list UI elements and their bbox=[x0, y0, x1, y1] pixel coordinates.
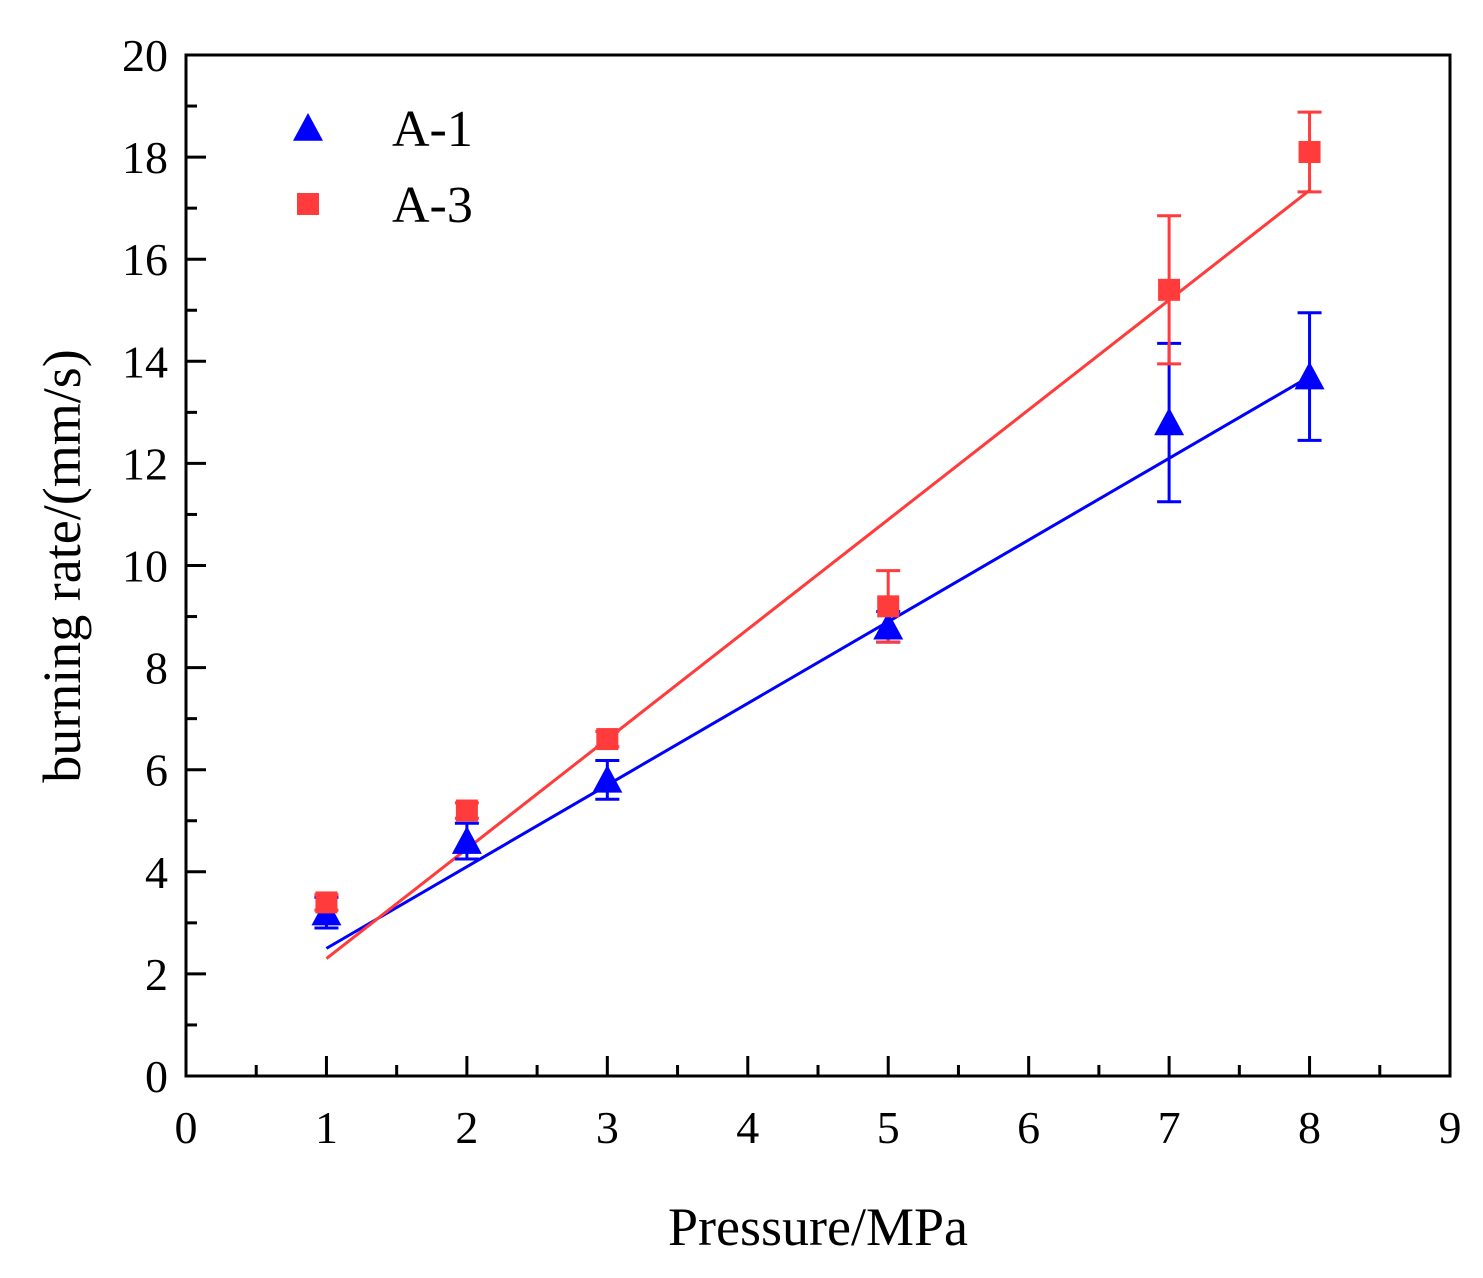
x-tick-label: 1 bbox=[315, 1102, 338, 1153]
legend-marker-A-1 bbox=[293, 113, 323, 141]
A-3-fit-line bbox=[325, 189, 1311, 960]
x-tick-label: 8 bbox=[1298, 1102, 1321, 1153]
A-3-data-point bbox=[596, 728, 619, 751]
A-1-data-point bbox=[1154, 407, 1185, 436]
x-tick-label: 6 bbox=[1017, 1102, 1040, 1153]
x-tick-label: 0 bbox=[175, 1102, 198, 1153]
y-tick-label: 20 bbox=[122, 30, 168, 81]
y-tick-label: 2 bbox=[145, 949, 168, 1000]
y-tick-label: 12 bbox=[122, 438, 168, 489]
A-3-data-point bbox=[1298, 140, 1321, 163]
y-tick-label: 8 bbox=[145, 643, 168, 694]
y-tick-label: 6 bbox=[145, 745, 168, 796]
y-tick-label: 10 bbox=[122, 541, 168, 592]
legend: A-1A-3 bbox=[293, 101, 473, 234]
y-tick-label: 14 bbox=[122, 336, 168, 387]
y-tick-label: 16 bbox=[122, 234, 168, 285]
x-tick-label: 2 bbox=[455, 1102, 478, 1153]
legend-marker-A-3 bbox=[297, 193, 319, 215]
legend-label-A-1: A-1 bbox=[392, 101, 473, 158]
y-axis-title: burning rate/(mm/s) bbox=[32, 349, 92, 782]
x-tick-label: 7 bbox=[1158, 1102, 1181, 1153]
A-1-data-point bbox=[451, 826, 482, 854]
A-1-data-point bbox=[592, 764, 623, 793]
y-tick-label: 18 bbox=[122, 132, 168, 183]
A-1-data-point bbox=[1294, 361, 1325, 390]
A-1-data-point bbox=[873, 611, 904, 640]
A-3-data-point bbox=[315, 891, 338, 914]
A-1-fit-line bbox=[325, 375, 1311, 950]
A-3-data-point bbox=[455, 799, 478, 822]
x-tick-label: 3 bbox=[596, 1102, 619, 1153]
y-tick-label: 0 bbox=[145, 1051, 168, 1102]
A-3-data-point bbox=[877, 595, 900, 618]
x-tick-label: 9 bbox=[1439, 1102, 1462, 1153]
A-3-data-point bbox=[1158, 278, 1181, 301]
x-tick-label: 4 bbox=[736, 1102, 759, 1153]
plot-frame bbox=[184, 53, 1452, 1078]
y-tick-label: 4 bbox=[145, 847, 168, 898]
fit-lines-layer bbox=[325, 189, 1311, 960]
legend-label-A-3: A-3 bbox=[392, 177, 473, 234]
x-axis-title: Pressure/MPa bbox=[668, 1197, 968, 1257]
x-tick-label: 5 bbox=[877, 1102, 900, 1153]
markers-layer bbox=[311, 140, 1325, 926]
